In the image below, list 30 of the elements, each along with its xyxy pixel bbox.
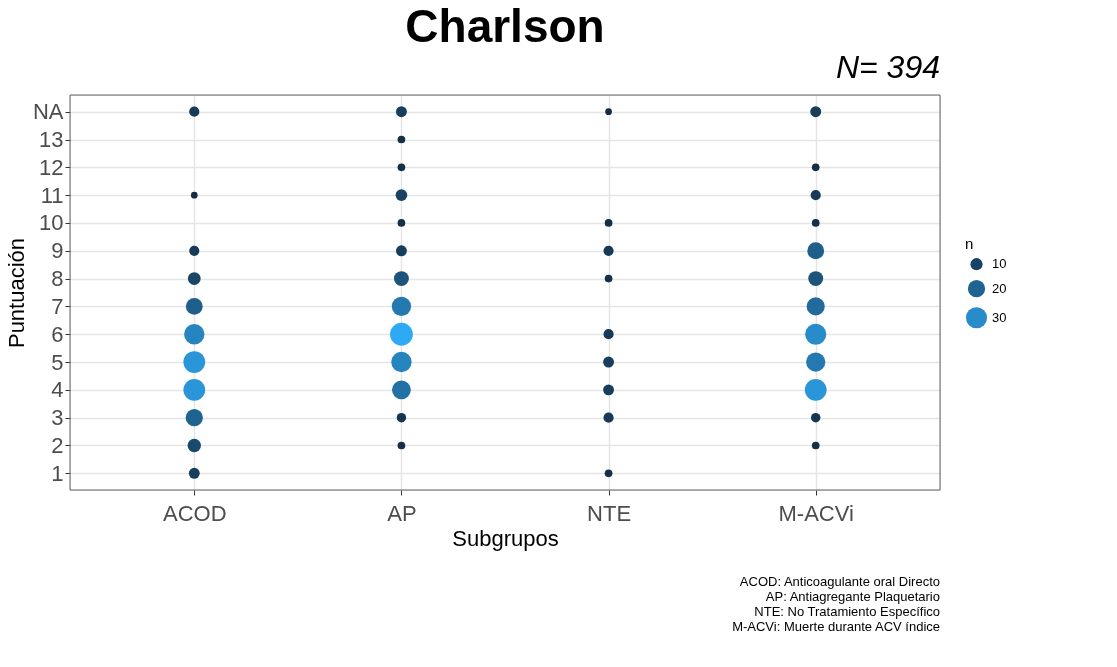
text: ACOD: Anticoagulante oral Directo bbox=[739, 574, 940, 589]
chart-title: Charlson bbox=[405, 0, 605, 52]
x-tick-label: NTE bbox=[587, 500, 632, 526]
legend-title: n bbox=[965, 235, 974, 253]
chart-subtitle: N= 394 bbox=[835, 49, 940, 85]
y-tick-label: NA bbox=[32, 99, 64, 125]
y-tick-label: 5 bbox=[51, 349, 64, 375]
x-tick-label: ACOD bbox=[163, 500, 227, 526]
y-axis-title: Puntuación bbox=[3, 237, 29, 349]
y-tick-label: 2 bbox=[51, 432, 64, 458]
y-tick-label: 11 bbox=[40, 182, 64, 208]
legend-label: 20 bbox=[992, 280, 1007, 296]
legend-label: 30 bbox=[992, 309, 1007, 325]
x-tick-label: M-ACVi bbox=[778, 500, 854, 526]
y-tick-label: 12 bbox=[39, 154, 64, 180]
y-tick-label: 13 bbox=[39, 127, 64, 153]
legend-label: 10 bbox=[992, 256, 1007, 272]
text: M-ACVi: Muerte durante ACV índice bbox=[732, 619, 940, 634]
y-tick-label: 1 bbox=[51, 460, 64, 486]
x-tick-label: AP bbox=[387, 500, 417, 526]
x-axis-title: Subgrupos bbox=[452, 525, 559, 551]
y-tick-label: 4 bbox=[51, 377, 64, 403]
y-tick-label: 7 bbox=[51, 293, 64, 319]
y-tick-label: 10 bbox=[39, 210, 64, 236]
y-tick-label: 8 bbox=[51, 266, 64, 292]
text: NTE: No Tratamiento Específico bbox=[754, 604, 940, 619]
y-tick-label: 3 bbox=[51, 405, 64, 431]
y-tick-label: 6 bbox=[51, 321, 64, 347]
y-tick-label: 9 bbox=[51, 238, 64, 264]
text: AP: Antiagregante Plaquetario bbox=[765, 589, 940, 604]
